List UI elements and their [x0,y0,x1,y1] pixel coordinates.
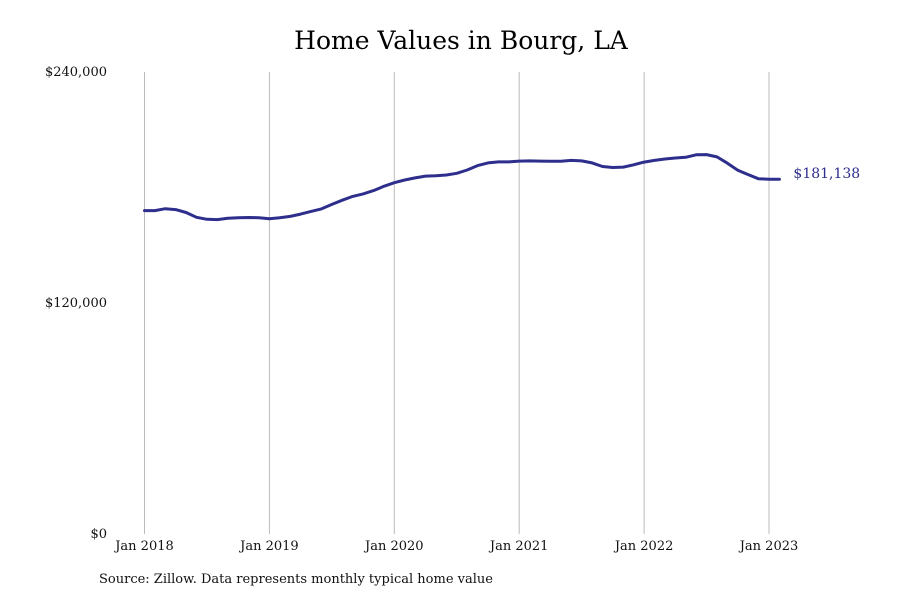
x-tick-label: Jan 2022 [613,539,674,554]
x-tick-label: Jan 2018 [113,539,174,554]
x-axis-ticks: Jan 2018 Jan 2019 Jan 2020 Jan 2021 Jan 2022… [113,539,798,554]
y-tick-label: $0 [90,527,107,542]
x-tick-label: Jan 2021 [488,539,549,554]
series-line [143,153,781,222]
end-label-layer: $181,138 [793,166,860,182]
gridlines [144,72,770,534]
y-tick-label: $120,000 [45,296,107,311]
x-tick-label: Jan 2023 [738,539,799,554]
x-tick-label: Jan 2020 [363,539,424,554]
y-axis-ticks: $0 $120,000 $240,000 [45,65,107,542]
series-layer [143,153,781,222]
chart-title: Home Values in Bourg, LA [294,26,628,55]
end-value-label: $181,138 [793,166,860,182]
y-tick-label: $240,000 [45,65,107,80]
x-tick-label: Jan 2019 [238,539,299,554]
source-note: Source: Zillow. Data represents monthly … [99,572,493,587]
